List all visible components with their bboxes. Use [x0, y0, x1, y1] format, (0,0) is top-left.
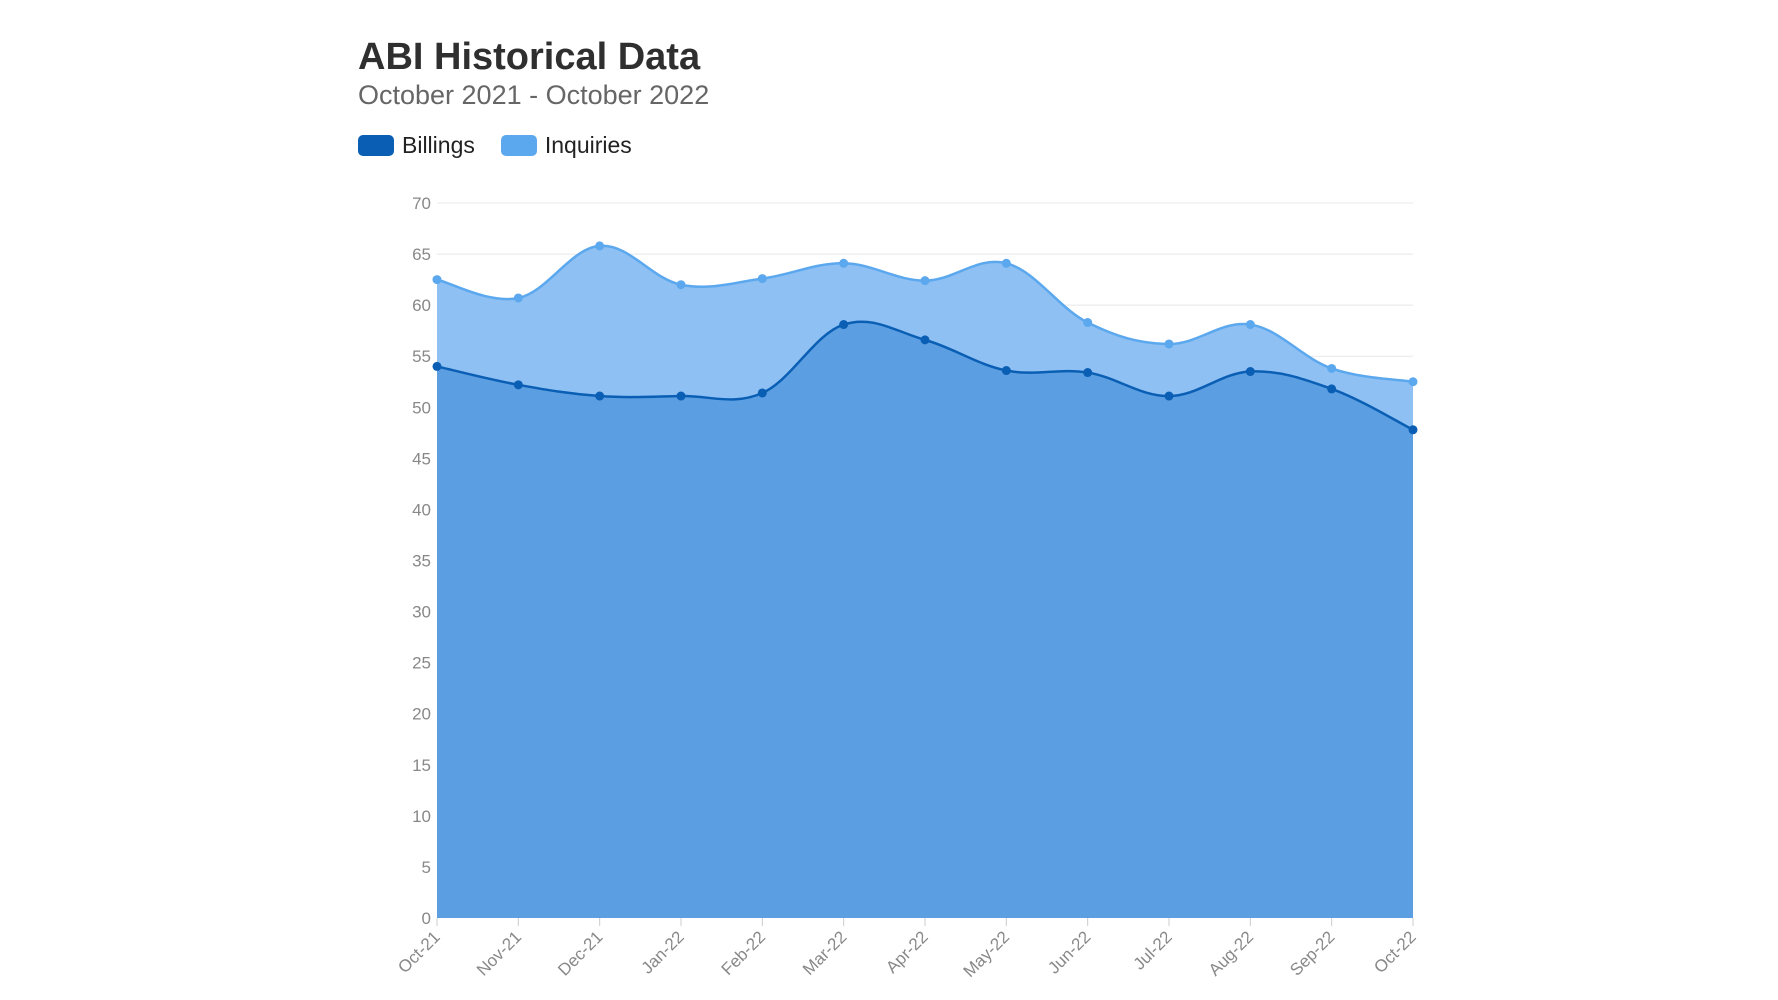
x-tick-label: Jan-22: [638, 927, 688, 977]
x-tick-label: Feb-22: [718, 927, 770, 979]
chart-subtitle: October 2021 - October 2022: [358, 80, 710, 110]
x-tick-label: Oct-21: [394, 927, 444, 977]
y-tick-label: 50: [412, 398, 431, 417]
point-billings: [1001, 366, 1011, 376]
point-billings: [1245, 367, 1255, 377]
y-tick-label: 5: [422, 858, 431, 877]
point-billings: [757, 388, 767, 398]
y-tick-label: 35: [412, 552, 431, 571]
x-tick-label: Aug-22: [1205, 927, 1257, 979]
x-tick-label: Sep-22: [1286, 927, 1338, 979]
x-tick-label: Jun-22: [1044, 927, 1094, 977]
y-tick-label: 10: [412, 807, 431, 826]
point-billings: [432, 361, 442, 371]
x-tick-label: Nov-21: [473, 927, 525, 979]
point-inquiries: [432, 275, 442, 285]
point-billings: [1327, 384, 1337, 394]
legend-swatch-billings: [358, 135, 394, 156]
point-billings: [676, 391, 686, 401]
y-tick-label: 25: [412, 654, 431, 673]
point-inquiries: [676, 280, 686, 290]
point-inquiries: [595, 241, 605, 251]
point-inquiries: [757, 274, 767, 284]
x-tick-label: Jul-22: [1130, 927, 1176, 973]
legend-item-inquiries[interactable]: Inquiries: [500, 132, 632, 159]
legend-label-inquiries: Inquiries: [544, 132, 632, 158]
area-layer: [437, 245, 1413, 918]
x-tick-label: Mar-22: [799, 927, 851, 979]
point-billings: [839, 320, 849, 330]
chart-legend: Billings Inquiries: [358, 132, 632, 159]
point-billings: [1408, 425, 1418, 435]
chart-title: ABI Historical Data: [358, 36, 701, 78]
point-inquiries: [1327, 363, 1337, 373]
point-inquiries: [1245, 320, 1255, 330]
y-tick-label: 65: [412, 245, 431, 264]
area-billings: [437, 321, 1413, 918]
point-billings: [920, 335, 930, 345]
x-tick-label: Apr-22: [882, 927, 932, 977]
point-inquiries: [1164, 339, 1174, 349]
y-tick-label: 45: [412, 449, 431, 468]
y-tick-label: 60: [412, 296, 431, 315]
y-tick-label: 55: [412, 347, 431, 366]
y-tick-label: 0: [422, 909, 431, 928]
point-inquiries: [513, 293, 523, 303]
point-inquiries: [1083, 318, 1093, 328]
point-billings: [513, 380, 523, 390]
point-inquiries: [839, 258, 849, 268]
point-inquiries: [1001, 258, 1011, 268]
point-inquiries: [920, 276, 930, 286]
y-tick-label: 15: [412, 756, 431, 775]
x-tick-label: Dec-21: [554, 927, 606, 979]
point-billings: [1164, 391, 1174, 401]
x-tick-label: Oct-22: [1370, 927, 1420, 977]
point-billings: [1083, 368, 1093, 378]
legend-swatch-inquiries: [500, 135, 537, 156]
point-layer: [432, 241, 1418, 435]
point-billings: [595, 391, 605, 401]
legend-label-billings: Billings: [402, 132, 475, 158]
point-inquiries: [1408, 377, 1418, 387]
x-tick-label: May-22: [960, 927, 1014, 981]
y-tick-label: 70: [412, 194, 431, 213]
legend-item-billings[interactable]: Billings: [358, 132, 475, 159]
y-tick-label: 20: [412, 705, 431, 724]
y-tick-label: 30: [412, 603, 431, 622]
y-tick-label: 40: [412, 500, 431, 519]
